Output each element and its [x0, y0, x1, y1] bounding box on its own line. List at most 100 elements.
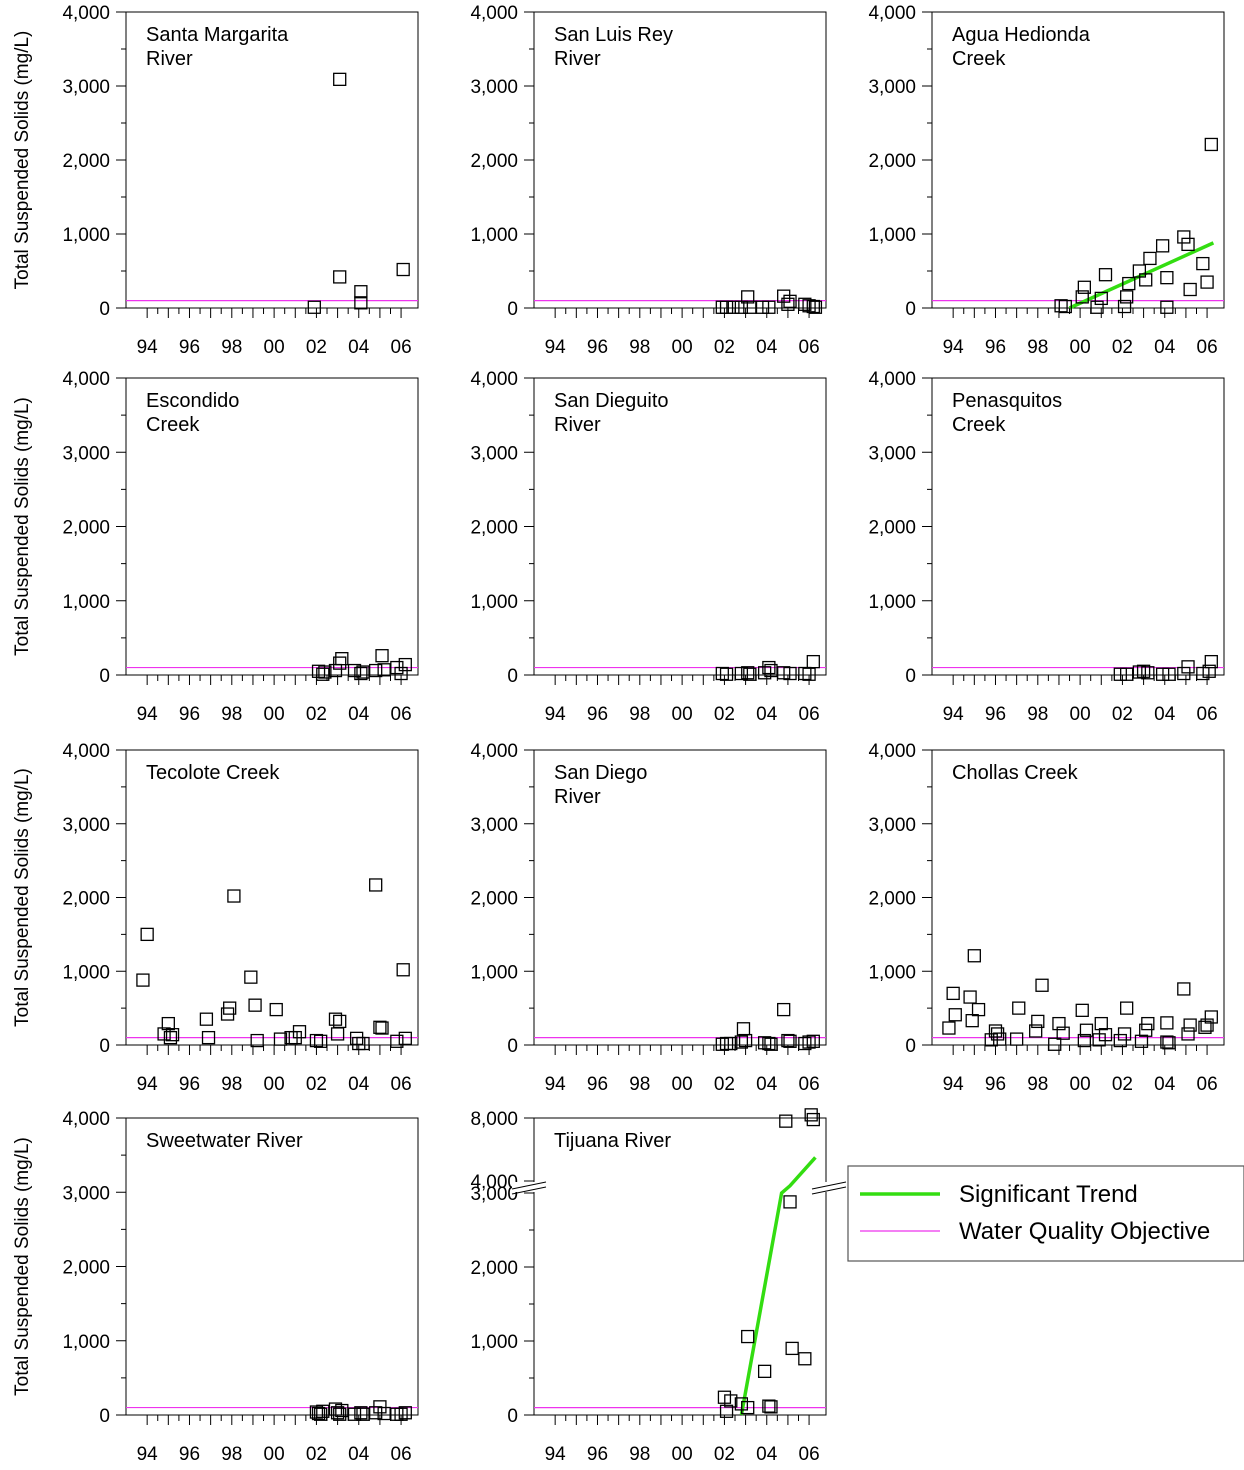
data-point: [333, 270, 347, 284]
panel-title-line: River: [554, 48, 601, 70]
y-tick-label: 1,000: [470, 962, 518, 983]
y-tick-label: 8,000: [470, 1109, 518, 1130]
y-tick-label: 3,000: [470, 77, 518, 98]
x-tick-label: 04: [756, 1444, 778, 1465]
y-tick-label: 2,000: [470, 151, 518, 172]
y-tick-label: 3,000: [868, 443, 916, 464]
x-tick-label: 00: [264, 704, 285, 725]
x-tick-label: 96: [587, 1074, 608, 1095]
data-point: [244, 970, 258, 984]
axis-break-gap: [812, 1182, 846, 1192]
data-point: [741, 666, 755, 680]
panel-title-line: Creek: [146, 414, 200, 436]
data-points: [942, 949, 1218, 1051]
data-point: [309, 1033, 324, 1048]
data-point: [1098, 1028, 1113, 1042]
data-point: [1200, 275, 1214, 289]
y-tick-label: 3,000: [470, 443, 518, 464]
data-point: [330, 1406, 345, 1420]
data-point: [762, 660, 776, 675]
y-tick-label: 1,000: [470, 592, 518, 613]
panel-title: Sweetwater River: [146, 1130, 303, 1152]
x-tick-label: 94: [943, 1074, 965, 1095]
x-tick-label: 96: [985, 704, 1006, 725]
x-tick-label: 02: [714, 1444, 735, 1465]
data-point: [779, 1114, 793, 1128]
y-tick-label: 1,000: [62, 1332, 110, 1353]
panel-title-line: San Dieguito: [554, 390, 669, 412]
x-tick-label: 94: [545, 337, 567, 358]
data-point: [1094, 1016, 1108, 1031]
data-point: [741, 290, 755, 304]
x-tick-label: 96: [587, 1444, 608, 1465]
x-tick-label: 00: [1070, 1074, 1091, 1095]
data-point: [783, 666, 797, 681]
data-point: [1181, 237, 1195, 252]
x-tick-label: 94: [137, 337, 159, 358]
data-point: [314, 1034, 328, 1048]
x-tick-label: 04: [1154, 704, 1176, 725]
y-tick-label: 3,000: [868, 77, 916, 98]
y-axis-label: Total Suspended Solids (mg/L): [12, 397, 33, 656]
data-point: [1075, 1003, 1089, 1017]
data-point: [398, 657, 412, 672]
data-point: [394, 1407, 408, 1421]
data-point: [719, 1036, 734, 1051]
panel-title: Chollas Creek: [952, 762, 1079, 784]
axis-break-mark: [511, 1181, 547, 1190]
x-tick-label: 02: [306, 1444, 327, 1465]
data-point: [1155, 239, 1170, 253]
axis-break-mark: [811, 1181, 847, 1190]
data-point: [356, 665, 370, 679]
data-point: [1143, 251, 1157, 266]
data-point: [292, 1025, 307, 1039]
data-points: [715, 654, 820, 681]
data-point: [1204, 1010, 1218, 1024]
data-point: [1094, 291, 1108, 306]
y-tick-label: 3,000: [868, 815, 916, 836]
y-tick-label: 2,000: [62, 151, 110, 172]
panel-title-line: River: [554, 414, 601, 436]
x-tick-label: 96: [179, 337, 200, 358]
x-tick-label: 98: [221, 1444, 242, 1465]
y-tick-label: 2,000: [868, 151, 916, 172]
data-point: [798, 1352, 812, 1366]
data-point: [1077, 280, 1091, 294]
x-tick-label: 00: [264, 1444, 285, 1465]
data-point: [311, 1406, 326, 1421]
data-point: [269, 1002, 283, 1017]
x-tick-label: 02: [714, 1074, 735, 1095]
data-point: [806, 1112, 820, 1127]
data-point: [1058, 299, 1072, 314]
panel-title-line: River: [146, 48, 193, 70]
y-tick-label: 4,000: [62, 1109, 110, 1130]
data-point: [163, 1030, 178, 1045]
trend-line: [1068, 241, 1215, 310]
data-point: [1177, 666, 1191, 681]
panel-title-line: Agua Hedionda: [952, 24, 1091, 46]
plot-frame: [125, 1117, 419, 1416]
x-tick-label: 04: [756, 1074, 778, 1095]
data-point: [1132, 665, 1147, 679]
panel-title-line: San Diego: [554, 762, 647, 784]
data-point: [1122, 276, 1136, 291]
data-points: [715, 289, 823, 314]
data-point: [1120, 667, 1134, 681]
y-tick-label: 2,000: [470, 518, 518, 539]
data-point: [396, 963, 410, 977]
data-point: [946, 986, 960, 1001]
panel-title-line: Creek: [952, 414, 1006, 436]
legend-trend-label: Significant Trend: [959, 1181, 1138, 1208]
y-tick-label: 2,000: [62, 889, 110, 910]
x-tick-label: 04: [348, 1444, 370, 1465]
x-tick-label: 02: [306, 704, 327, 725]
data-point: [963, 990, 977, 1004]
data-point: [307, 300, 321, 314]
data-point: [762, 1399, 776, 1413]
y-tick-label: 4,000: [868, 369, 916, 390]
data-point: [316, 667, 330, 681]
data-point: [1090, 300, 1104, 314]
data-point: [942, 1021, 956, 1035]
data-point: [1136, 664, 1151, 678]
legend-objective-label: Water Quality Objective: [959, 1218, 1210, 1245]
